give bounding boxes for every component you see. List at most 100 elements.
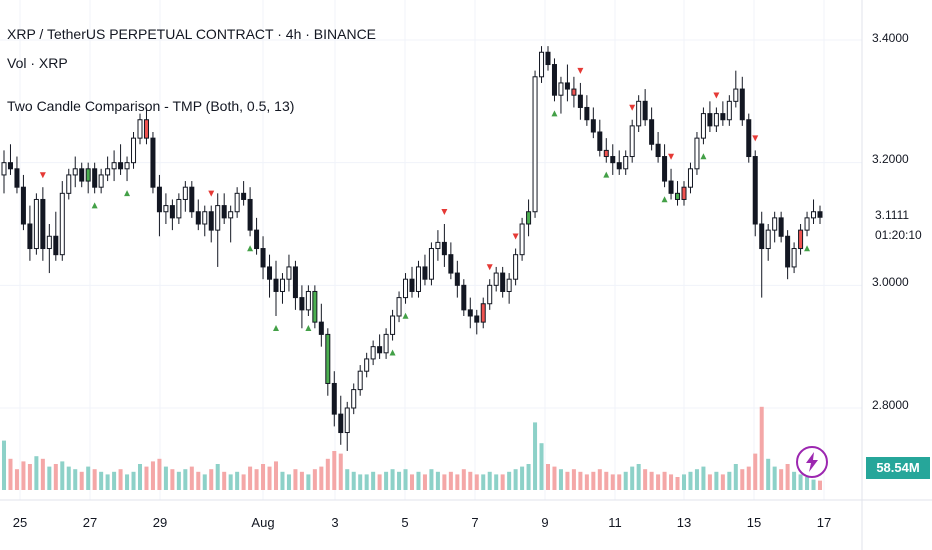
candle-body [577, 94, 583, 108]
candle-body [143, 119, 149, 139]
candle-body [364, 358, 370, 372]
volume-bar [53, 464, 58, 490]
volume-bar [455, 474, 460, 490]
volume-bar [416, 471, 421, 490]
candle-body [383, 333, 389, 354]
candle-body [694, 137, 700, 170]
volume-bar [746, 466, 751, 490]
volume-bar [8, 458, 13, 490]
candle-body [228, 211, 234, 219]
volume-bar [27, 464, 32, 490]
volume-bar [766, 458, 771, 490]
candle-body [655, 143, 661, 158]
sell-signal-arrow [577, 67, 584, 74]
candle-body [603, 149, 609, 158]
volume-bar [273, 461, 279, 490]
candle-body [370, 346, 376, 360]
buy-signal-arrow [273, 325, 279, 331]
volume-bar [157, 458, 162, 490]
volume-bar [733, 464, 738, 490]
candle-body [312, 290, 318, 323]
buy-signal-arrow [661, 196, 668, 203]
volume-bar [688, 471, 693, 490]
sell-signal-arrow [713, 92, 720, 99]
volume-bar [533, 422, 538, 490]
time-tick-label: 9 [541, 515, 548, 530]
candle-body [156, 186, 162, 213]
volume-bar [215, 464, 220, 490]
candle-body [467, 309, 473, 317]
volume-bar [792, 471, 797, 490]
candle-body [687, 168, 693, 188]
candle-body [461, 284, 467, 311]
volume-bar [86, 466, 91, 490]
candle-body [357, 370, 363, 391]
volume-bar [34, 456, 39, 490]
volume-bar [364, 474, 369, 490]
volume-bar [163, 466, 168, 490]
buy-signal-arrow [247, 245, 254, 252]
buy-signal-arrow [389, 349, 396, 356]
candle-body [526, 211, 532, 225]
volume-bar [805, 477, 810, 490]
volume-bar [604, 471, 609, 490]
time-tick-label: 3 [331, 515, 338, 530]
candle-body [124, 162, 130, 170]
volume-bar [545, 464, 551, 490]
volume-bar [189, 466, 194, 490]
volume-indicator-label[interactable]: Vol · XRP [7, 55, 68, 71]
candle-body [390, 315, 396, 335]
volume-bar [176, 471, 181, 490]
candle-body [396, 297, 402, 317]
candle-body [700, 113, 706, 139]
candle-body [195, 211, 201, 225]
candle-body [150, 137, 156, 188]
buy-signal-arrow [91, 202, 98, 209]
volume-bar [740, 469, 745, 490]
candle-body [344, 407, 350, 434]
volume-bar [338, 453, 343, 490]
volume-bar [591, 471, 596, 490]
candle-body [325, 333, 331, 384]
candle-body [208, 211, 214, 231]
time-tick-label: 29 [153, 515, 167, 530]
volume-bar [118, 469, 123, 490]
candle-body [7, 162, 13, 170]
volume-bar [280, 471, 285, 490]
volume-bar [461, 469, 466, 490]
volume-bar [371, 471, 376, 490]
volume-bar [675, 477, 680, 490]
candle-body [40, 198, 46, 250]
candle-body [785, 235, 791, 268]
candle-body [286, 266, 292, 280]
volume-bar [14, 469, 19, 490]
volume-bar [558, 469, 563, 490]
volume-bar [513, 469, 518, 490]
sell-signal-arrow [486, 264, 493, 271]
volume-bar [681, 474, 687, 490]
volume-bar [442, 474, 447, 490]
volume-bar [578, 471, 583, 490]
volume-bar [390, 469, 395, 490]
volume-bar [241, 474, 246, 490]
volume-bar [422, 474, 427, 490]
time-tick-label: 13 [677, 515, 691, 530]
time-tick-label: 5 [401, 515, 408, 530]
volume-bar [112, 471, 117, 490]
candle-body [111, 162, 117, 170]
candle-body [571, 88, 577, 96]
candle-body [681, 186, 687, 200]
candle-body [759, 223, 765, 250]
candle-body [765, 229, 771, 250]
lightning-logo-icon[interactable] [796, 446, 828, 478]
volume-bar [1, 440, 7, 490]
volume-bar [662, 471, 667, 490]
volume-bar [351, 471, 356, 490]
volume-bar [727, 471, 732, 490]
volume-bar [235, 471, 240, 490]
candle-body [299, 297, 305, 311]
indicator-label[interactable]: Two Candle Comparison - TMP (Both, 0.5, … [7, 98, 295, 114]
volume-bar [222, 471, 227, 490]
